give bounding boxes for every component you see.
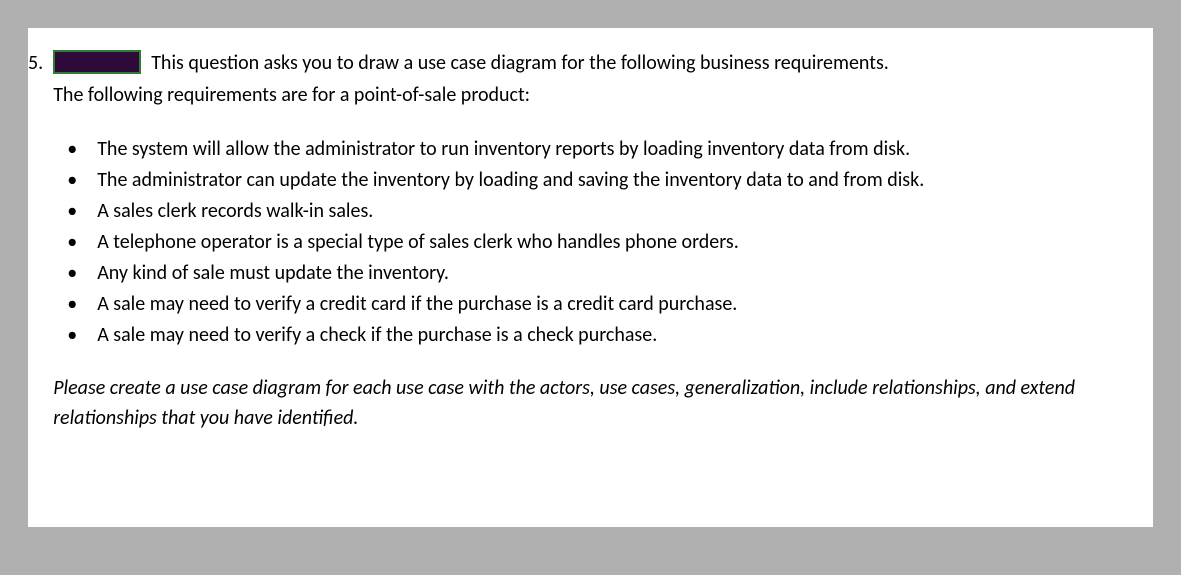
list-item: A sales clerk records walk-in sales.	[63, 196, 1135, 227]
document-page: 5. This question asks you to draw a use …	[28, 28, 1153, 527]
question-content: This question asks you to draw a use cas…	[53, 48, 1135, 433]
intro-line-1: This question asks you to draw a use cas…	[53, 48, 1135, 78]
list-item: A sale may need to verify a check if the…	[63, 320, 1135, 351]
requirements-list: The system will allow the administrator …	[63, 134, 1135, 351]
list-item: Any kind of sale must update the invento…	[63, 258, 1135, 289]
redaction-box	[53, 50, 141, 74]
list-item: A sale may need to verify a credit card …	[63, 289, 1135, 320]
list-item: A telephone operator is a special type o…	[63, 227, 1135, 258]
list-item: The administrator can update the invento…	[63, 165, 1135, 196]
list-item: The system will allow the administrator …	[63, 134, 1135, 165]
intro-text-2: The following requirements are for a poi…	[53, 80, 1135, 110]
question-block: 5. This question asks you to draw a use …	[46, 48, 1135, 433]
instruction-text: Please create a use case diagram for eac…	[53, 373, 1135, 433]
question-number: 5.	[28, 48, 53, 78]
intro-text-1: This question asks you to draw a use cas…	[151, 51, 889, 75]
